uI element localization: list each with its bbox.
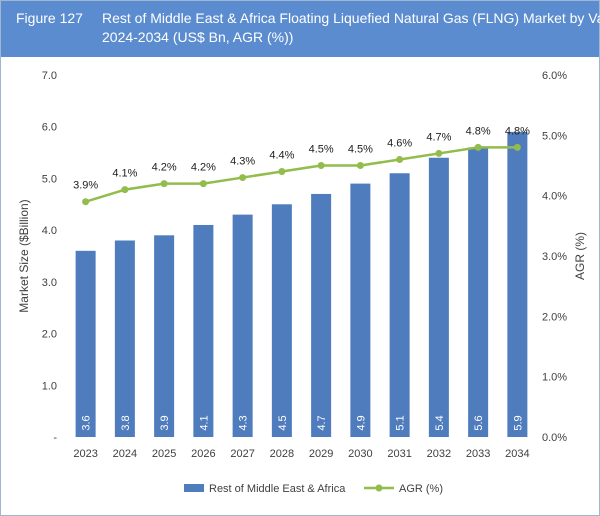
agr-value-label: 4.8% [505,125,530,137]
bar [75,250,96,437]
bar [507,131,528,437]
agr-marker [474,143,482,151]
y-right-tick-label: 5.0% [542,130,567,142]
bar [271,204,292,437]
bar-value-label: 4.9 [355,415,367,430]
agr-value-label: 4.1% [112,168,137,180]
agr-value-label: 4.8% [466,125,491,137]
agr-value-label: 3.9% [73,180,98,192]
bar-value-label: 5.9 [512,415,524,430]
y-tick-label: 6.0 [42,122,57,134]
bar-value-label: 3.8 [120,415,132,430]
x-tick-label: 2027 [230,448,254,460]
bar-value-label: 3.9 [159,415,171,430]
bar [311,193,332,437]
y-tick-label: 7.0 [42,70,57,82]
agr-value-label: 4.4% [269,150,294,162]
agr-marker [278,168,286,176]
y-right-tick-label: 0.0% [542,432,567,444]
y-tick-label: 4.0 [42,225,57,237]
y-right-tick-label: 1.0% [542,372,567,384]
agr-value-label: 4.2% [191,162,216,174]
bar [193,224,214,437]
figure-title: Rest of Middle East & Africa Floating Li… [102,9,600,47]
agr-marker [396,155,404,163]
bar [114,240,135,437]
agr-marker [435,149,443,157]
agr-marker [239,174,247,182]
y-right-tick-label: 3.0% [542,251,567,263]
bar-value-label: 5.6 [473,415,485,430]
figure-title-line-1: Rest of Middle East & Africa Floating Li… [102,10,600,26]
agr-value-label: 4.6% [387,137,412,149]
bar [350,183,371,437]
bar [428,157,449,437]
legend-marker-agr [375,484,383,492]
x-tick-label: 2028 [270,448,294,460]
legend-label-agr: AGR (%) [399,483,443,495]
agr-marker [121,186,129,194]
bar [389,173,410,437]
x-tick-label: 2030 [348,448,372,460]
x-tick-label: 2023 [73,448,97,460]
x-tick-label: 2029 [309,448,333,460]
x-tick-label: 2031 [387,448,411,460]
x-tick-label: 2024 [113,448,137,460]
agr-marker [199,180,207,188]
x-tick-label: 2025 [152,448,176,460]
agr-value-label: 4.2% [152,162,177,174]
y-tick-label: 1.0 [42,380,57,392]
y-tick-label: 2.0 [42,329,57,341]
x-tick-label: 2034 [505,448,529,460]
figure-number: Figure 127 [16,10,83,26]
agr-marker [513,143,521,151]
agr-value-label: 4.5% [348,144,373,156]
figure-header: Figure 127 Rest of Middle East & Africa … [1,1,600,57]
x-tick-label: 2026 [191,448,215,460]
bar [232,214,253,437]
x-tick-label: 2032 [427,448,451,460]
x-tick-label: 2033 [466,448,490,460]
y-right-tick-label: 2.0% [542,311,567,323]
agr-marker [82,198,90,206]
figure-title-line-2: 2024-2034 (US$ Bn, AGR (%)) [102,29,294,45]
y-right-tick-label: 4.0% [542,191,567,203]
y-tick-label: 5.0 [42,173,57,185]
bar [468,147,489,437]
bar-value-label: 4.1 [198,415,210,430]
agr-marker [317,162,325,169]
agr-value-label: 4.5% [309,144,334,156]
agr-marker [356,162,364,169]
y-axis-title: Market Size ($Billion) [17,199,31,312]
agr-value-label: 4.3% [230,156,255,168]
agr-marker [160,180,168,188]
agr-line [85,146,518,203]
y-tick-label: 3.0 [42,277,57,289]
bar-value-label: 5.1 [395,415,407,430]
bar [154,235,175,437]
bar-value-label: 4.7 [316,415,328,430]
bar-value-label: 4.3 [238,415,250,430]
bar-value-label: 5.4 [434,415,446,430]
y-tick-label: - [53,432,57,444]
legend-swatch-bars [184,484,204,492]
agr-value-label: 4.7% [426,131,451,143]
y-right-axis-title: AGR (%) [573,232,587,280]
bar-value-label: 3.6 [81,415,93,430]
y-right-tick-label: 6.0% [542,70,567,82]
legend-label-bars: Rest of Middle East & Africa [209,483,346,495]
bar-value-label: 4.5 [277,415,289,430]
